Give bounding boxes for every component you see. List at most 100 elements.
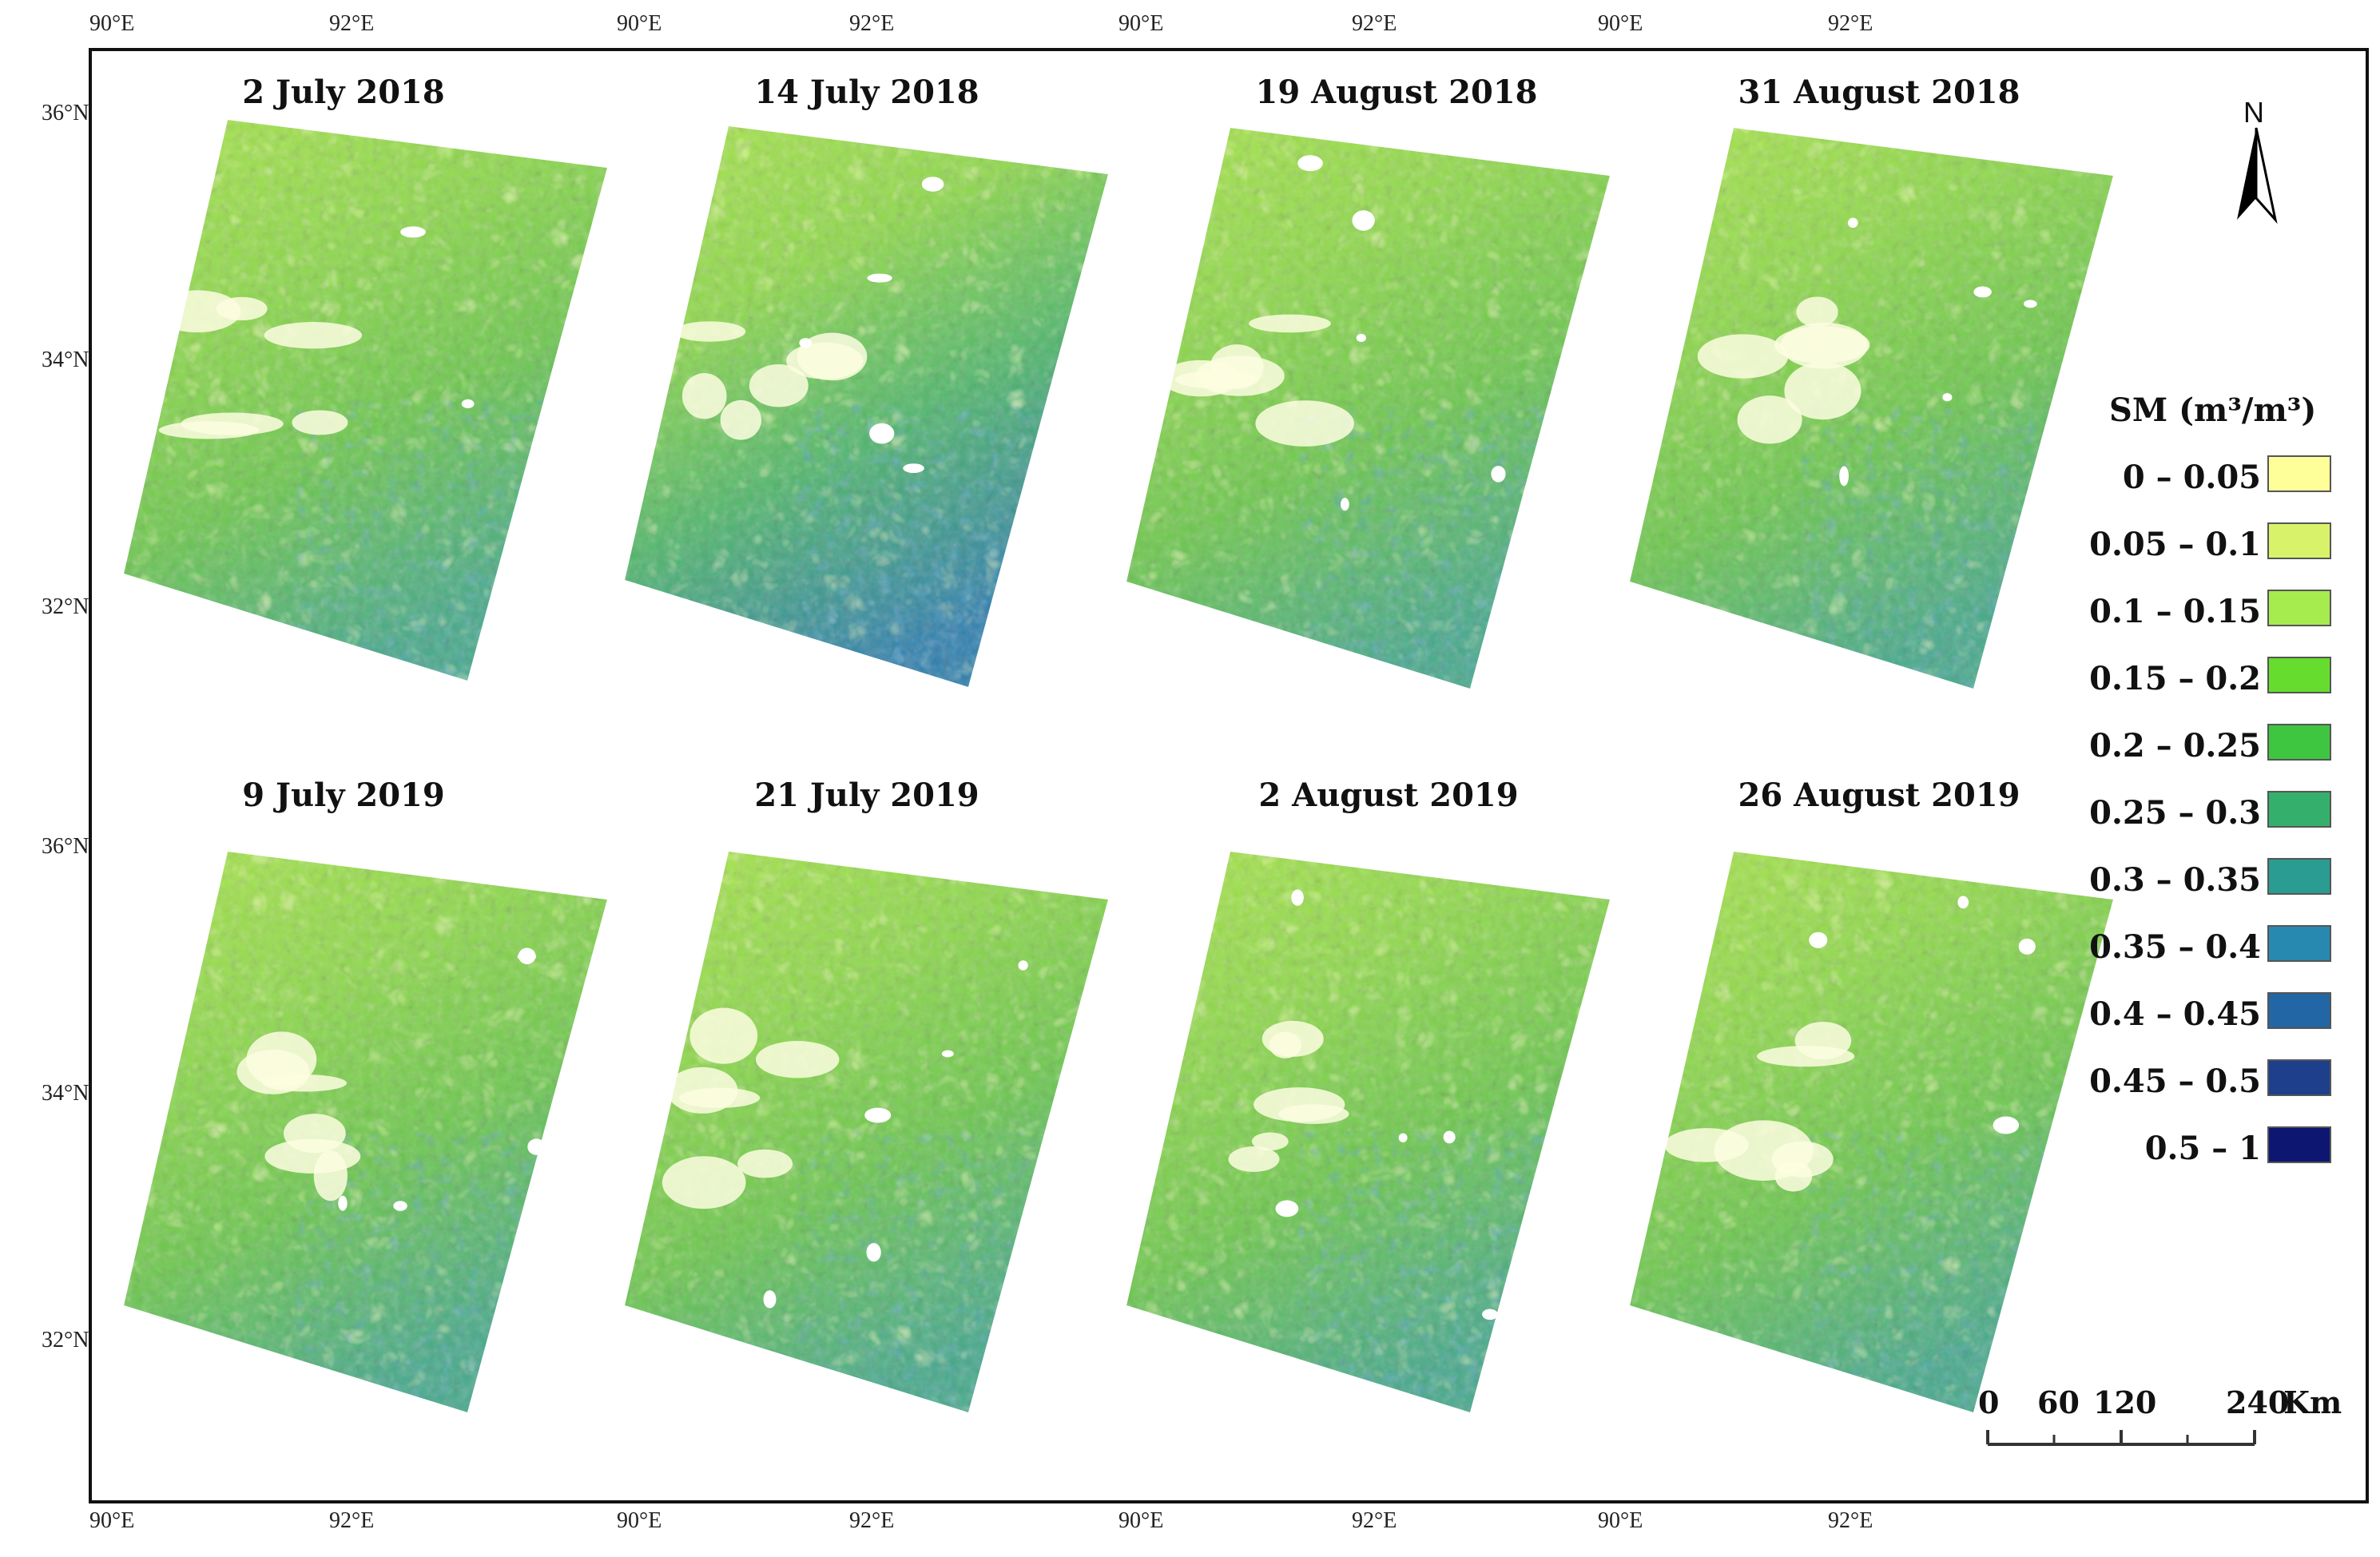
sm-dry-patch [689,1007,758,1064]
sm-grain-texture [124,852,607,1412]
sm-dry-patch [1756,1046,1855,1067]
legend-swatch [2267,590,2331,626]
legend-swatch [2267,1126,2331,1163]
north-arrow-label: N [2243,96,2264,129]
lake-patch [1942,393,1953,402]
legend-item: 0 – 0.05 [2077,454,2341,497]
legend-label: 0.1 – 0.15 [2089,593,2261,630]
latitude-tick: 34°N [42,348,89,372]
sm-map-panel [625,126,1108,687]
longitude-tick-bottom: 92°E [1352,1508,1397,1533]
legend-item: 0.15 – 0.2 [2077,655,2341,698]
north-arrow [2237,127,2278,224]
lake-patch [527,1138,546,1155]
lake-patch [393,1201,407,1211]
scale-unit: Km [2283,1384,2342,1420]
lake-patch [1297,155,1323,172]
sm-dry-patch [681,373,727,419]
lake-patch [1356,333,1366,343]
sm-dry-patch [662,1156,746,1209]
sm-dry-patch [1697,334,1789,379]
sm-grain-texture [1126,852,1610,1412]
sm-dry-patch [679,1087,761,1108]
legend-item: 0.35 – 0.4 [2077,923,2341,967]
lake-patch [903,463,924,474]
sm-map-panel [124,852,607,1412]
sm-map-panel [1630,128,2113,689]
sm-dry-patch [786,342,864,379]
sm-dry-patch [737,1149,793,1178]
lake-patch [1482,1309,1498,1321]
lake-patch [1491,466,1506,483]
lake-patch [528,535,544,544]
sm-dry-patch [1262,1020,1324,1057]
longitude-tick-bottom: 90°E [1118,1508,1164,1533]
sm-dry-patch [1251,1132,1289,1151]
map-frame [89,48,2369,1503]
sm-dry-patch [1796,296,1838,328]
longitude-tick-bottom: 92°E [849,1508,895,1533]
latitude-tick: 32°N [42,1328,89,1352]
longitude-tick-top: 90°E [1118,11,1164,36]
sm-dry-patch [1780,322,1868,369]
lake-patch [864,1107,892,1123]
longitude-tick-top: 92°E [1828,11,1873,36]
sm-dry-patch [292,410,348,435]
longitude-tick-top: 90°E [1598,11,1643,36]
sm-dry-patch [1228,1146,1280,1173]
legend-item: 0.5 – 1 [2077,1125,2341,1168]
scale-label: 60 [2037,1384,2080,1420]
lake-patch [799,338,812,348]
lake-patch [941,1050,954,1058]
legend-label: 0.05 – 0.1 [2089,526,2261,563]
sm-map-panel [625,852,1108,1412]
scale-label: 120 [2093,1384,2157,1420]
sm-dry-patch [264,1138,361,1174]
legend-swatch [2267,791,2331,828]
sm-grain-texture [1630,852,2113,1412]
longitude-tick-bottom: 90°E [617,1508,662,1533]
panel-title: 26 August 2019 [1738,777,2020,814]
lake-patch [531,553,546,569]
longitude-tick-top: 90°E [617,11,662,36]
longitude-tick-top: 92°E [1352,11,1397,36]
longitude-tick-bottom: 92°E [1828,1508,1873,1533]
legend-label: 0.4 – 0.45 [2089,995,2261,1033]
legend-item: 0.4 – 0.45 [2077,991,2341,1034]
sm-map-panel [1126,128,1610,689]
legend-item: 0.05 – 0.1 [2077,521,2341,564]
lake-patch [1018,960,1028,971]
scale-bar [1986,1430,2256,1446]
lake-patch [461,399,475,409]
latitude-tick: 34°N [42,1081,89,1106]
panel-title: 2 July 2018 [242,73,445,111]
lake-patch [1398,1133,1408,1142]
lake-patch [2023,300,2037,308]
lake-patch [400,226,426,238]
lake-patch [2021,1304,2036,1316]
legend-swatch [2267,724,2331,761]
lake-patch [866,1242,881,1262]
lake-patch [869,423,895,444]
legend-label: 0.5 – 1 [2144,1130,2261,1167]
sm-dry-patch [1771,1141,1834,1178]
legend-swatch [2267,1059,2331,1096]
lake-patch [1973,286,1992,298]
latitude-tick: 36°N [42,101,89,125]
lake-patch [921,177,944,192]
sm-dry-patch [720,399,761,440]
panel-title: 21 July 2019 [754,777,979,814]
longitude-tick-bottom: 90°E [1598,1508,1643,1533]
legend-label: 0.3 – 0.35 [2089,861,2261,899]
panel-title: 9 July 2019 [242,777,445,814]
legend-swatch [2267,925,2331,962]
sm-dry-patch [1737,395,1802,444]
longitude-tick-bottom: 90°E [89,1508,135,1533]
legend-item: 0.1 – 0.15 [2077,588,2341,631]
longitude-tick-top: 90°E [89,11,135,36]
legend-label: 0 – 0.05 [2122,459,2261,496]
sm-dry-patch [216,296,268,321]
legend-label: 0.15 – 0.2 [2089,660,2261,697]
lake-patch [1443,1130,1456,1144]
sm-dry-patch [264,322,363,349]
